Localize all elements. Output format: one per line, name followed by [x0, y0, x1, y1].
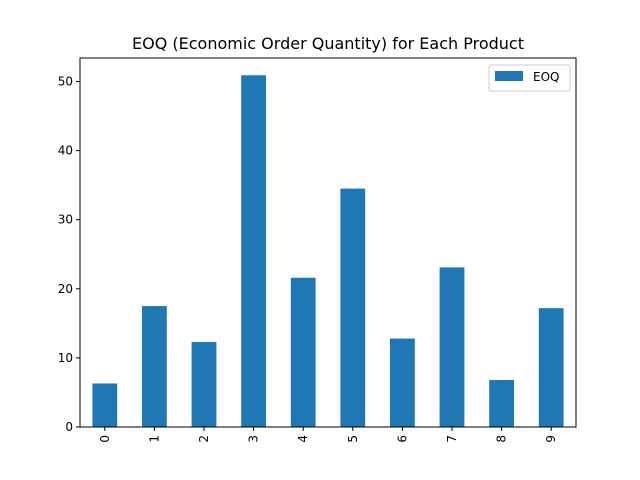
bars-group [92, 75, 564, 427]
legend-swatch [495, 71, 523, 81]
legend: EOQ [488, 64, 571, 92]
y-tick-label-40: 40 [58, 144, 73, 158]
bar-8 [489, 380, 514, 427]
x-tick-label-2: 2 [197, 435, 211, 443]
x-tick-label-9: 9 [544, 435, 558, 443]
y-axis: 0 10 20 30 40 50 [58, 74, 80, 434]
bar-9 [538, 308, 564, 427]
bar-5 [340, 188, 366, 427]
y-tick-label-30: 30 [58, 213, 73, 227]
bar-3 [241, 75, 266, 427]
x-tick-label-4: 4 [296, 435, 310, 443]
x-tick-label-7: 7 [445, 435, 459, 443]
bar-4 [290, 277, 316, 427]
x-tick-label-1: 1 [147, 435, 161, 443]
x-tick-label-8: 8 [495, 435, 509, 443]
chart-title: EOQ (Economic Order Quantity) for Each P… [132, 34, 524, 53]
y-tick-label-10: 10 [58, 351, 73, 365]
bar-7 [439, 267, 465, 427]
x-axis: 0 1 2 3 4 5 6 7 8 9 [98, 427, 558, 443]
bar-1 [142, 306, 167, 427]
x-tick-label-5: 5 [346, 435, 360, 443]
y-tick-label-0: 0 [65, 420, 73, 434]
y-tick-label-50: 50 [58, 74, 73, 88]
bar-6 [390, 338, 415, 427]
x-tick-label-3: 3 [247, 435, 261, 443]
y-tick-label-20: 20 [58, 282, 73, 296]
bar-2 [191, 342, 217, 427]
x-tick-label-6: 6 [395, 435, 409, 443]
bar-0 [92, 383, 118, 427]
x-tick-label-0: 0 [98, 435, 112, 443]
plot-frame [79, 57, 577, 428]
legend-label: EOQ [533, 70, 559, 84]
